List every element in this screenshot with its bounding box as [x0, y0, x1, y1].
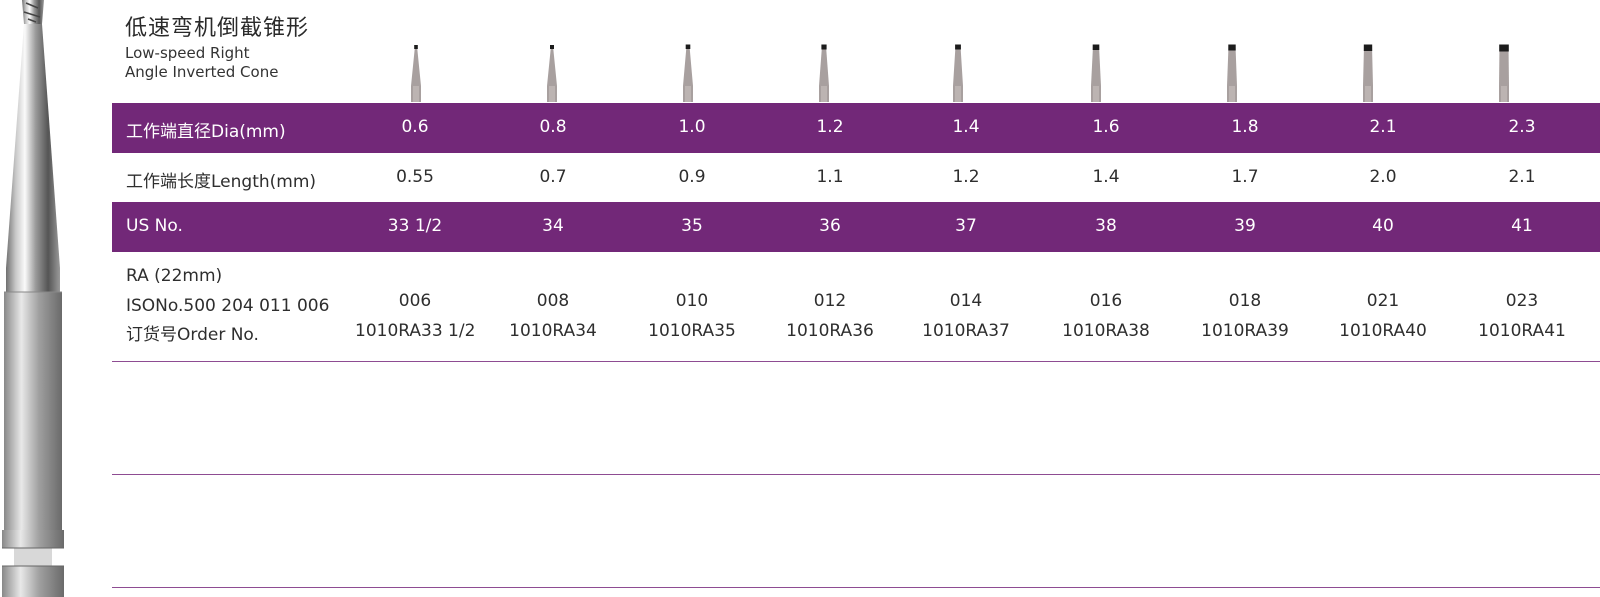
iso-cell: 012	[813, 291, 847, 311]
iso-cell: 016	[1089, 291, 1123, 311]
length-cell: 1.1	[816, 167, 844, 187]
inverted-cone-bur-icon	[1499, 44, 1509, 102]
ra-order-row: RA (22mm) ISONo.500 204 011 006 订货号Order…	[112, 262, 1600, 362]
subtitle-line-2: Angle Inverted Cone	[125, 63, 279, 81]
us-no-cell: 37	[955, 216, 977, 236]
length-cell: 2.1	[1508, 167, 1536, 187]
inverted-cone-bur-icon	[683, 44, 693, 102]
subtitle-line-1: Low-speed Right	[125, 44, 250, 62]
title-block: 低速弯机倒截锥形 Low-speed Right Angle Inverted …	[125, 14, 309, 82]
order-cell: 1010RA40	[1339, 321, 1427, 341]
iso-cell: 018	[1228, 291, 1262, 311]
dia-cell: 1.8	[1231, 117, 1259, 137]
iso-cell: 014	[949, 291, 983, 311]
length-row: 工作端长度Length(mm) 0.55 0.7 0.9 1.1 1.2 1.4…	[112, 153, 1600, 202]
inverted-cone-bur-icon	[1227, 44, 1237, 102]
length-cell: 1.2	[952, 167, 980, 187]
dia-cell: 1.0	[678, 117, 706, 137]
us-no-cell: 34	[542, 216, 564, 236]
row-divider	[112, 361, 1600, 362]
row-divider	[112, 474, 1600, 475]
inverted-cone-bur-icon	[953, 44, 963, 102]
inverted-cone-bur-icon	[1091, 44, 1101, 102]
order-cell: 1010RA35	[648, 321, 736, 341]
length-cell: 2.0	[1369, 167, 1397, 187]
row-divider	[112, 587, 1600, 588]
order-cell: 1010RA34	[509, 321, 597, 341]
iso-label-line: ISONo.500 204 011 006	[126, 295, 330, 316]
us-no-row-label: US No.	[126, 216, 183, 236]
us-no-cell: 38	[1095, 216, 1117, 236]
dia-cell: 2.3	[1508, 117, 1536, 137]
dia-cell: 0.8	[539, 117, 567, 137]
order-cell: 1010RA38	[1062, 321, 1150, 341]
page-title: 低速弯机倒截锥形	[125, 16, 310, 41]
order-cell: 1010RA39	[1201, 321, 1289, 341]
us-no-cell: 39	[1234, 216, 1256, 236]
us-no-cell: 40	[1372, 216, 1394, 236]
order-label-line: 订货号Order No.	[126, 325, 259, 345]
ra-label-line: RA (22mm)	[126, 266, 223, 286]
order-cell: 1010RA36	[786, 321, 874, 341]
inverted-cone-bur-icon	[411, 45, 421, 102]
dental-bur-icon	[2, 0, 64, 597]
iso-cell: 006	[398, 291, 432, 311]
us-no-row: US No. 33 1/2 34 35 36 37 38 39 40 41	[112, 202, 1600, 252]
dia-cell: 1.4	[952, 117, 980, 137]
length-row-label: 工作端长度Length(mm)	[126, 172, 317, 192]
length-cell: 1.7	[1231, 167, 1259, 187]
dia-cell: 0.6	[401, 117, 429, 137]
us-no-cell: 41	[1511, 216, 1533, 236]
length-cell: 0.55	[396, 167, 434, 187]
iso-cell: 021	[1366, 291, 1400, 311]
dia-row: 工作端直径Dia(mm) 0.6 0.8 1.0 1.2 1.4 1.6 1.8…	[112, 103, 1600, 153]
us-no-cell: 33 1/2	[387, 216, 443, 236]
inverted-cone-bur-icon	[819, 44, 829, 102]
order-cell: 1010RA33 1/2	[355, 321, 476, 341]
iso-cell: 008	[536, 291, 570, 311]
dia-cell: 1.6	[1092, 117, 1120, 137]
length-cell: 1.4	[1092, 167, 1120, 187]
length-cell: 0.7	[539, 167, 567, 187]
inverted-cone-bur-icon	[1363, 44, 1373, 102]
us-no-cell: 36	[819, 216, 841, 236]
order-cell: 1010RA41	[1478, 321, 1566, 341]
length-cell: 0.9	[678, 167, 706, 187]
ra-row-label: RA (22mm) ISONo.500 204 011 006 订货号Order…	[126, 262, 329, 351]
order-cell: 1010RA37	[922, 321, 1010, 341]
us-no-cell: 35	[681, 216, 703, 236]
inverted-cone-bur-icon	[547, 45, 557, 102]
dia-row-label: 工作端直径Dia(mm)	[126, 122, 286, 142]
dia-cell: 2.1	[1369, 117, 1397, 137]
dia-cell: 1.2	[816, 117, 844, 137]
iso-cell: 010	[675, 291, 709, 311]
iso-cell: 023	[1505, 291, 1539, 311]
